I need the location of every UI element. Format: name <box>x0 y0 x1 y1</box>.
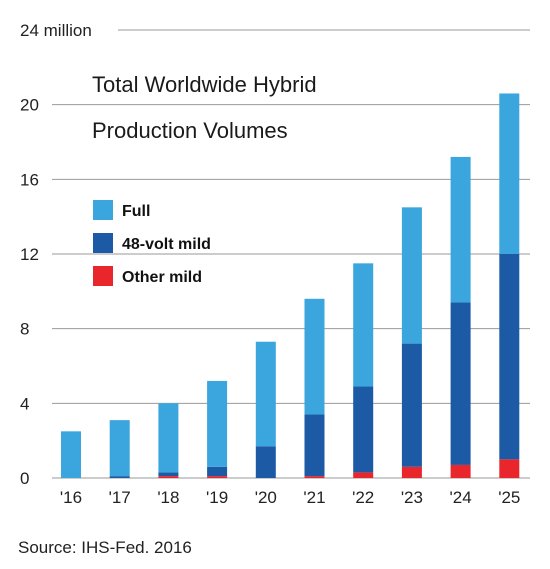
bar-48-volt-mild-6 <box>353 386 374 473</box>
y-tick-label: 16 <box>20 170 39 189</box>
bar-48-volt-mild-7 <box>401 343 422 467</box>
x-tick-label: '25 <box>498 488 520 507</box>
bar-full-2 <box>158 403 179 473</box>
bar-48-volt-mild-1 <box>109 476 130 478</box>
bar-other-mild-8 <box>450 464 471 478</box>
bar-full-4 <box>255 341 276 447</box>
y-axis-top-label: 24 million <box>20 21 92 40</box>
x-tick-label: '24 <box>450 488 472 507</box>
x-tick-label: '18 <box>157 488 179 507</box>
source-note: Source: IHS-Fed. 2016 <box>18 538 192 557</box>
legend-label: 48-volt mild <box>122 236 211 253</box>
x-tick-label: '23 <box>401 488 423 507</box>
bar-full-8 <box>450 156 471 303</box>
bar-full-5 <box>304 298 325 415</box>
bar-other-mild-9 <box>499 459 520 478</box>
chart-title-line-2: Production Volumes <box>92 118 288 143</box>
bar-48-volt-mild-3 <box>207 466 228 477</box>
chart-title: Total Worldwide Hybrid Production Volume… <box>92 72 317 143</box>
bar-other-mild-7 <box>401 466 422 478</box>
gridlines <box>52 29 530 479</box>
x-tick-label: '17 <box>109 488 131 507</box>
bar-48-volt-mild-5 <box>304 414 325 477</box>
bar-48-volt-mild-8 <box>450 302 471 465</box>
bar-full-7 <box>401 207 422 344</box>
y-tick-label: 4 <box>20 394 29 413</box>
legend-label: Full <box>122 203 150 220</box>
legend-swatch <box>93 266 113 286</box>
y-tick-label: 8 <box>20 320 29 339</box>
legend-swatch <box>93 233 113 253</box>
bar-48-volt-mild-2 <box>158 472 179 477</box>
legend-swatch <box>93 200 113 220</box>
bar-full-3 <box>207 380 228 467</box>
x-tick-label: '20 <box>255 488 277 507</box>
bar-full-9 <box>499 93 520 254</box>
y-tick-label: 12 <box>20 245 39 264</box>
y-axis-ticks: 0 4 8 12 16 20 24 million <box>20 21 92 488</box>
bar-48-volt-mild-4 <box>255 446 276 478</box>
x-tick-label: '16 <box>60 488 82 507</box>
bar-48-volt-mild-9 <box>499 254 520 460</box>
x-tick-label: '21 <box>303 488 325 507</box>
bar-full-1 <box>109 420 130 477</box>
bar-other-mild-2 <box>158 476 179 478</box>
bar-full-0 <box>61 431 81 478</box>
bar-full-6 <box>353 263 374 387</box>
chart-title-line-1: Total Worldwide Hybrid <box>92 72 317 97</box>
y-tick-label: 0 <box>20 469 29 488</box>
bar-other-mild-3 <box>207 476 228 478</box>
x-axis-ticks: '16 '17 '18 '19 '20 '21 '22 '23 '24 '25 <box>60 488 520 507</box>
legend: Full 48-volt mild Other mild <box>93 200 211 286</box>
bar-other-mild-6 <box>353 472 374 478</box>
y-tick-label: 20 <box>20 96 39 115</box>
bars <box>61 93 520 478</box>
x-tick-label: '22 <box>352 488 374 507</box>
bar-other-mild-5 <box>304 476 325 478</box>
legend-label: Other mild <box>122 269 202 286</box>
x-tick-label: '19 <box>206 488 228 507</box>
